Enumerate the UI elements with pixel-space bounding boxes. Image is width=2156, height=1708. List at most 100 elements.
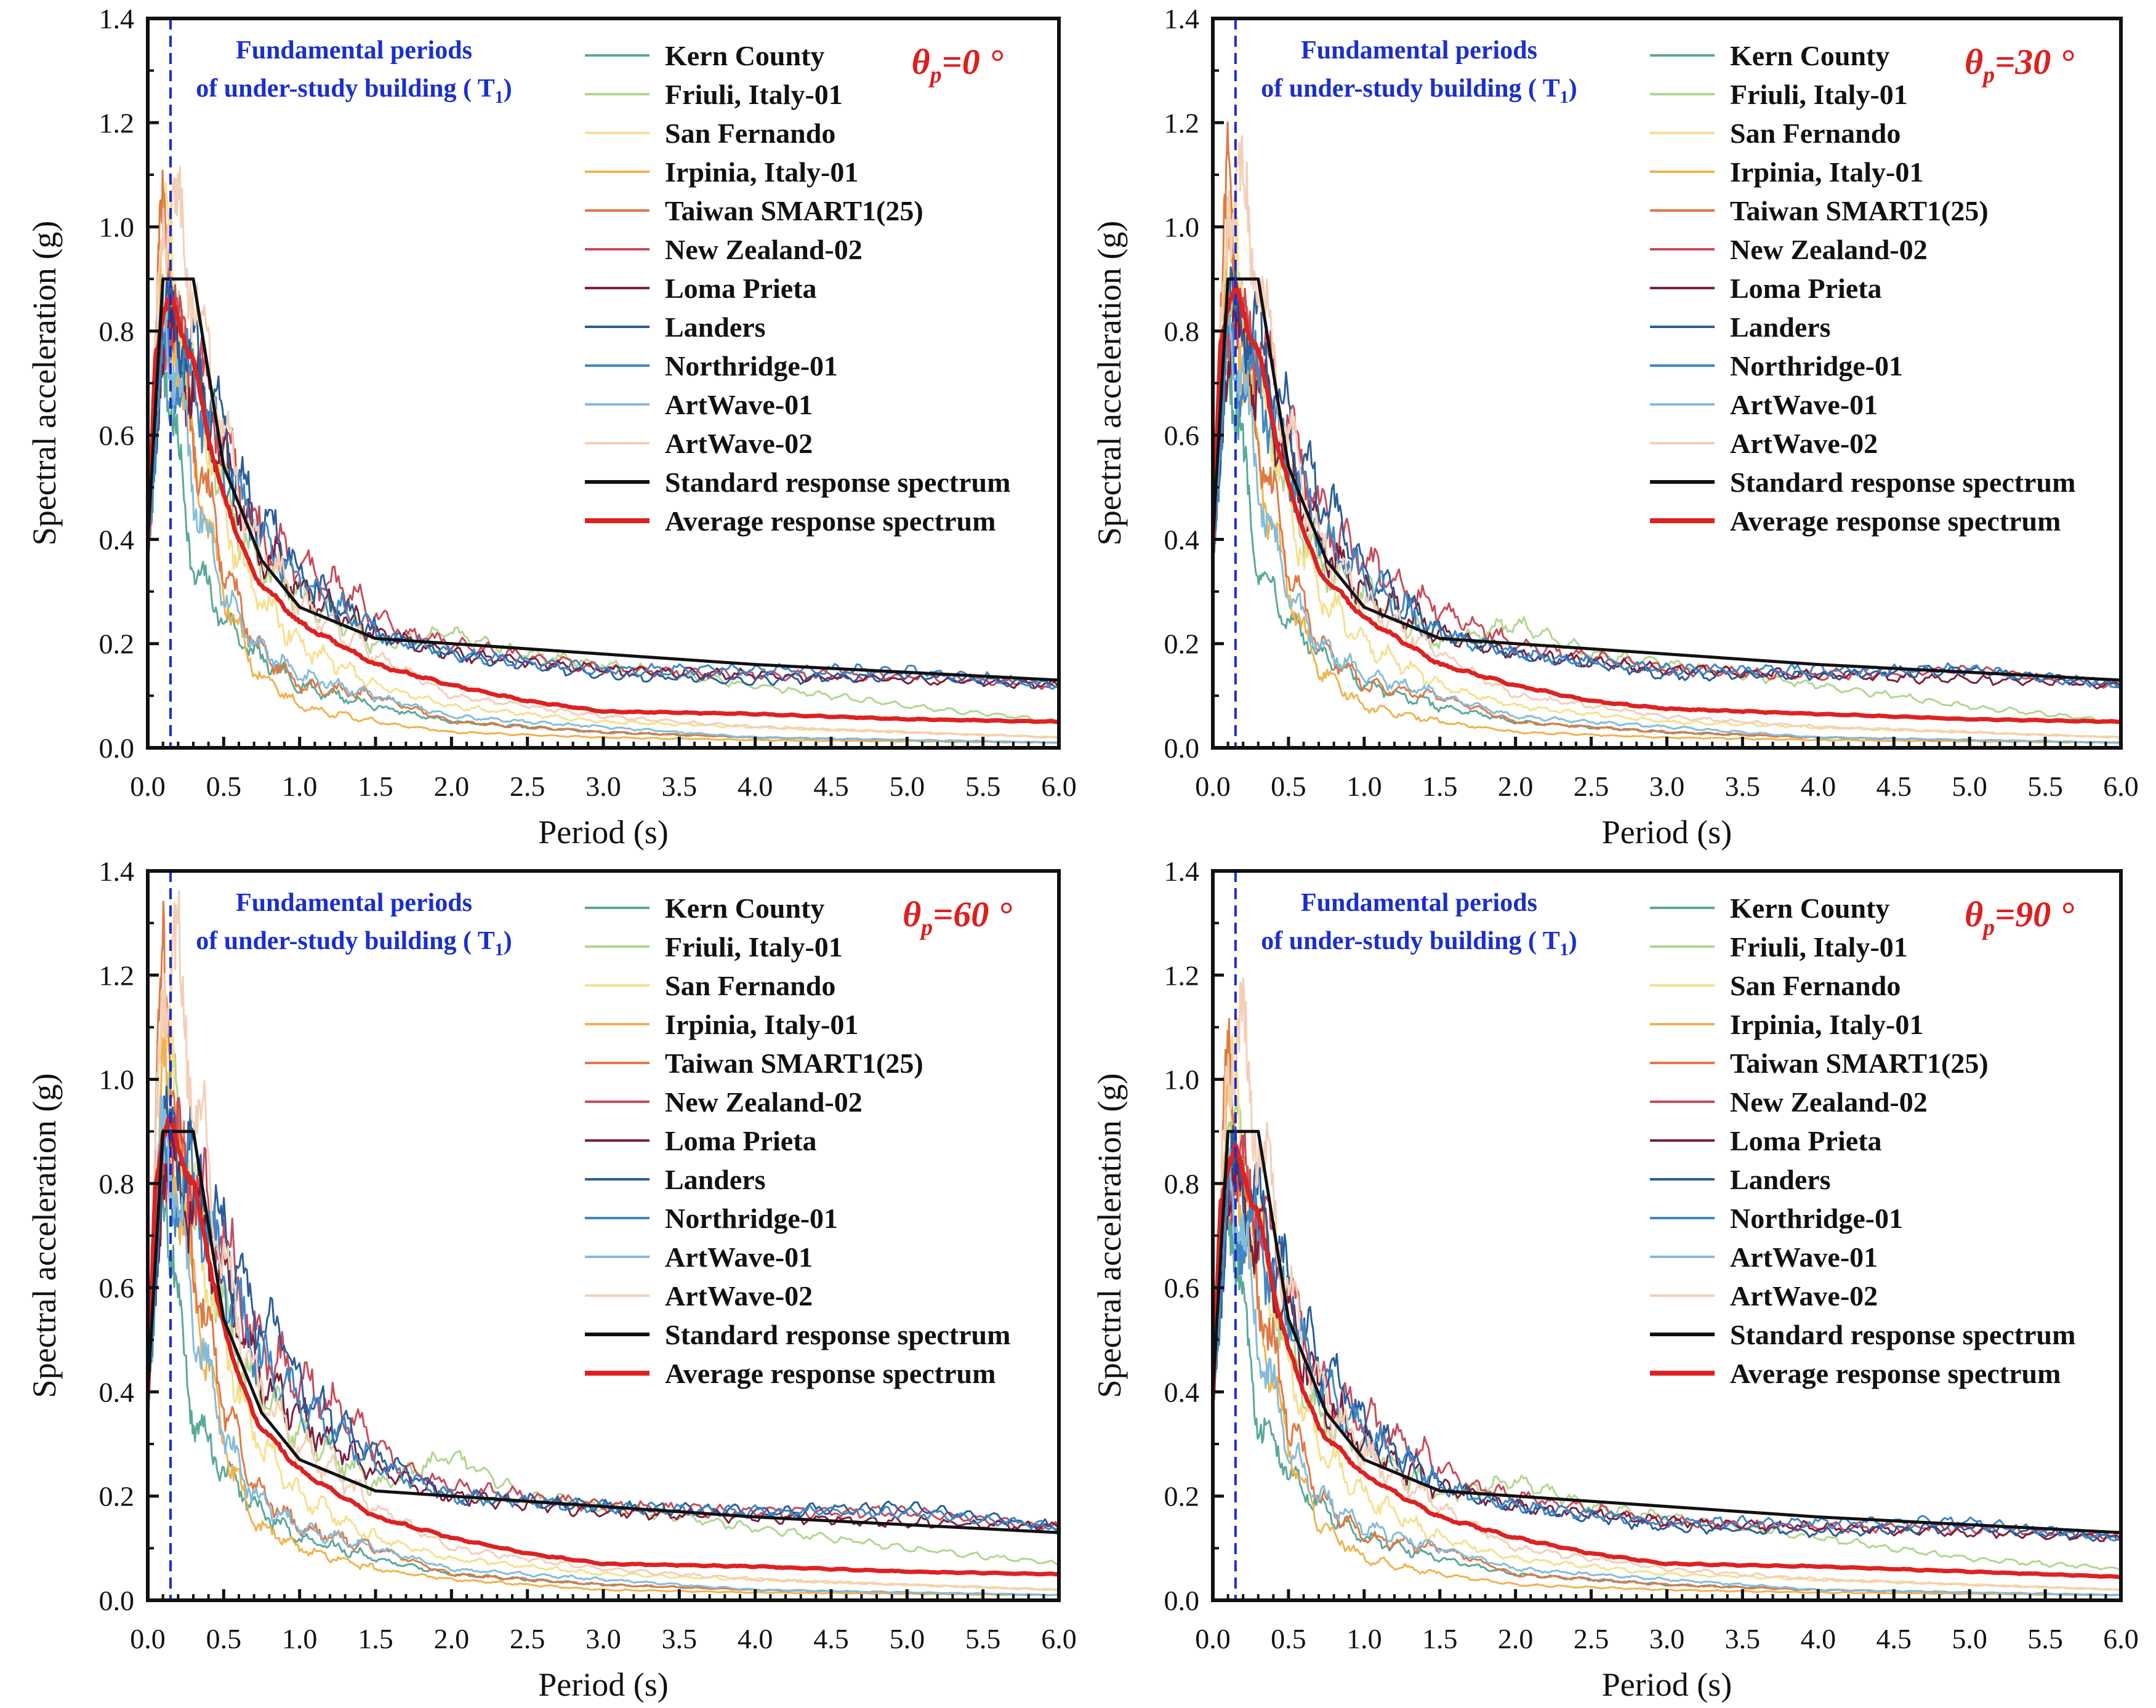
annotation-line-1: Fundamental periods (236, 36, 472, 65)
x-axis-label: Period (s) (538, 814, 668, 851)
legend-label: Kern County (665, 892, 824, 924)
series-group (148, 166, 1059, 744)
angle-label: θp=0 ° (912, 42, 1004, 88)
legend-label: ArtWave-01 (665, 389, 813, 420)
legend-label: Irpinia, Italy-01 (665, 156, 858, 188)
y-tick-label: 0.8 (99, 316, 135, 347)
chart-panel-bottom-left: 0.0 0.5 1.0 1.5 2.0 2.5 3.0 3.5 4.0 4.5 5.0 5.5 6.0 0… (26, 856, 1077, 1703)
legend-label: Average response spectrum (665, 505, 996, 537)
x-tick-label: 0.0 (1195, 1623, 1231, 1654)
x-tick-label: 2.5 (1574, 771, 1609, 802)
legend-label: Kern County (665, 40, 824, 71)
x-tick-label: 3.5 (662, 1623, 698, 1654)
legend-label: ArtWave-02 (665, 1280, 813, 1312)
series-line-average-response-spectrum (1213, 280, 2121, 724)
x-tick-label: 4.0 (1801, 771, 1836, 802)
series-line-average-response-spectrum (1213, 1143, 2121, 1579)
x-tick-label: 5.5 (2027, 1623, 2063, 1654)
legend-label: Average response spectrum (1730, 1358, 2061, 1389)
y-tick-label: 0.0 (1164, 732, 1200, 764)
y-tick-label: 1.4 (1164, 856, 1200, 887)
x-tick-label: 5.0 (1952, 771, 1987, 802)
annotation-line-1: Fundamental periods (236, 889, 472, 917)
legend-label: ArtWave-01 (665, 1241, 813, 1273)
x-axis-label: Period (s) (1602, 814, 1732, 851)
legend-label: Irpinia, Italy-01 (665, 1009, 858, 1040)
x-tick-label: 4.5 (1876, 1623, 1912, 1654)
series-line-artwave-01 (148, 274, 1059, 744)
series-line-standard-response-spectrum (1213, 277, 2121, 682)
series-line-standard-response-spectrum (148, 1129, 1059, 1534)
legend-label: Loma Prieta (665, 1125, 817, 1157)
y-tick-label: 0.0 (1164, 1585, 1200, 1616)
legend-label: Taiwan SMART1(25) (665, 195, 923, 227)
y-tick-label: 0.4 (1164, 524, 1200, 555)
legend-label: Standard response spectrum (1730, 1319, 2075, 1350)
legend-label: ArtWave-02 (1730, 1280, 1878, 1312)
series-line-standard-response-spectrum (1213, 1129, 2121, 1534)
series-line-artwave-01 (1213, 281, 2121, 744)
y-tick-label: 1.2 (99, 960, 135, 991)
plot-frame (1211, 869, 2123, 1602)
x-tick-label: 6.0 (1041, 771, 1077, 802)
x-tick-label: 3.0 (1649, 771, 1685, 802)
series-line-irpinia-italy-01 (148, 186, 1059, 744)
series-line-average-response-spectrum (148, 1116, 1059, 1577)
legend-label: Irpinia, Italy-01 (1730, 1009, 1923, 1040)
legend-label: ArtWave-01 (1730, 389, 1878, 420)
chart-panel-top-left: 0.0 0.5 1.0 1.5 2.0 2.5 3.0 3.5 4.0 4.5 5.0 5.5 6.0 0… (26, 3, 1077, 851)
x-tick-label: 2.0 (434, 1623, 470, 1654)
x-tick-label: 3.0 (1649, 1623, 1685, 1654)
series-group (1213, 121, 2121, 744)
series-line-artwave-02 (148, 166, 1059, 739)
series-line-average-response-spectrum (148, 295, 1059, 724)
y-axis-label: Spectral acceleration (g) (26, 1073, 63, 1398)
x-tick-label: 4.5 (1876, 771, 1912, 802)
x-tick-label: 4.0 (738, 1623, 773, 1654)
x-tick-label: 1.0 (1346, 771, 1382, 802)
y-axis-label: Spectral acceleration (g) (1091, 221, 1128, 546)
x-tick-label: 5.5 (2027, 771, 2063, 802)
series-line-loma-prieta (1213, 1147, 2121, 1542)
legend-label: Taiwan SMART1(25) (1730, 195, 1989, 227)
legend-label: Taiwan SMART1(25) (1730, 1048, 1989, 1079)
annotation-line-2: of under-study building ( T1) (196, 74, 512, 107)
x-tick-label: 5.0 (890, 1623, 925, 1654)
legend-label: Northridge-01 (665, 1203, 838, 1234)
x-tick-label: 1.5 (1422, 771, 1458, 802)
legend-label: Landers (665, 1164, 766, 1195)
legend-label: Friuli, Italy-01 (1730, 79, 1908, 110)
legend-label: Landers (1730, 1164, 1831, 1195)
legend: Kern County Friuli, Italy-01 San Fernando I… (585, 892, 1010, 1389)
legend-label: Friuli, Italy-01 (665, 931, 843, 963)
y-tick-label: 0.6 (99, 1272, 135, 1304)
x-tick-label: 1.5 (358, 771, 393, 802)
series-line-taiwan-smart1-25 (1213, 1017, 2121, 1596)
legend-label: ArtWave-02 (1730, 428, 1878, 459)
x-tick-label: 2.0 (434, 771, 470, 802)
legend-label: San Fernando (1730, 970, 1901, 1001)
annotation-line-2: of under-study building ( T1) (196, 927, 512, 960)
y-tick-label: 0.6 (99, 420, 135, 451)
legend-label: Loma Prieta (1730, 273, 1882, 304)
y-axis-label: Spectral acceleration (g) (26, 221, 63, 546)
legend: Kern County Friuli, Italy-01 San Fernando I… (1650, 40, 2075, 537)
y-tick-label: 1.2 (1164, 960, 1200, 991)
series-line-kern-county (1213, 335, 2121, 744)
angle-label: θp=30 ° (1965, 42, 2074, 88)
x-tick-label: 5.5 (965, 771, 1001, 802)
series-line-artwave-01 (148, 1095, 1059, 1597)
x-tick-label: 2.5 (1574, 1623, 1609, 1654)
y-tick-label: 0.2 (1164, 1481, 1200, 1512)
x-tick-label: 6.0 (2103, 771, 2139, 802)
legend: Kern County Friuli, Italy-01 San Fernando I… (585, 40, 1010, 537)
series-line-standard-response-spectrum (148, 277, 1059, 682)
x-tick-label: 4.5 (813, 1623, 849, 1654)
series-line-irpinia-italy-01 (1213, 209, 2121, 744)
legend-label: San Fernando (665, 970, 835, 1001)
x-tick-label: 4.5 (813, 771, 849, 802)
legend-label: Northridge-01 (1730, 1203, 1903, 1234)
chart-panel-bottom-right: 0.0 0.5 1.0 1.5 2.0 2.5 3.0 3.5 4.0 4.5 5.0 5.5 6.0 0… (1091, 856, 2139, 1703)
legend-label: San Fernando (665, 118, 835, 149)
